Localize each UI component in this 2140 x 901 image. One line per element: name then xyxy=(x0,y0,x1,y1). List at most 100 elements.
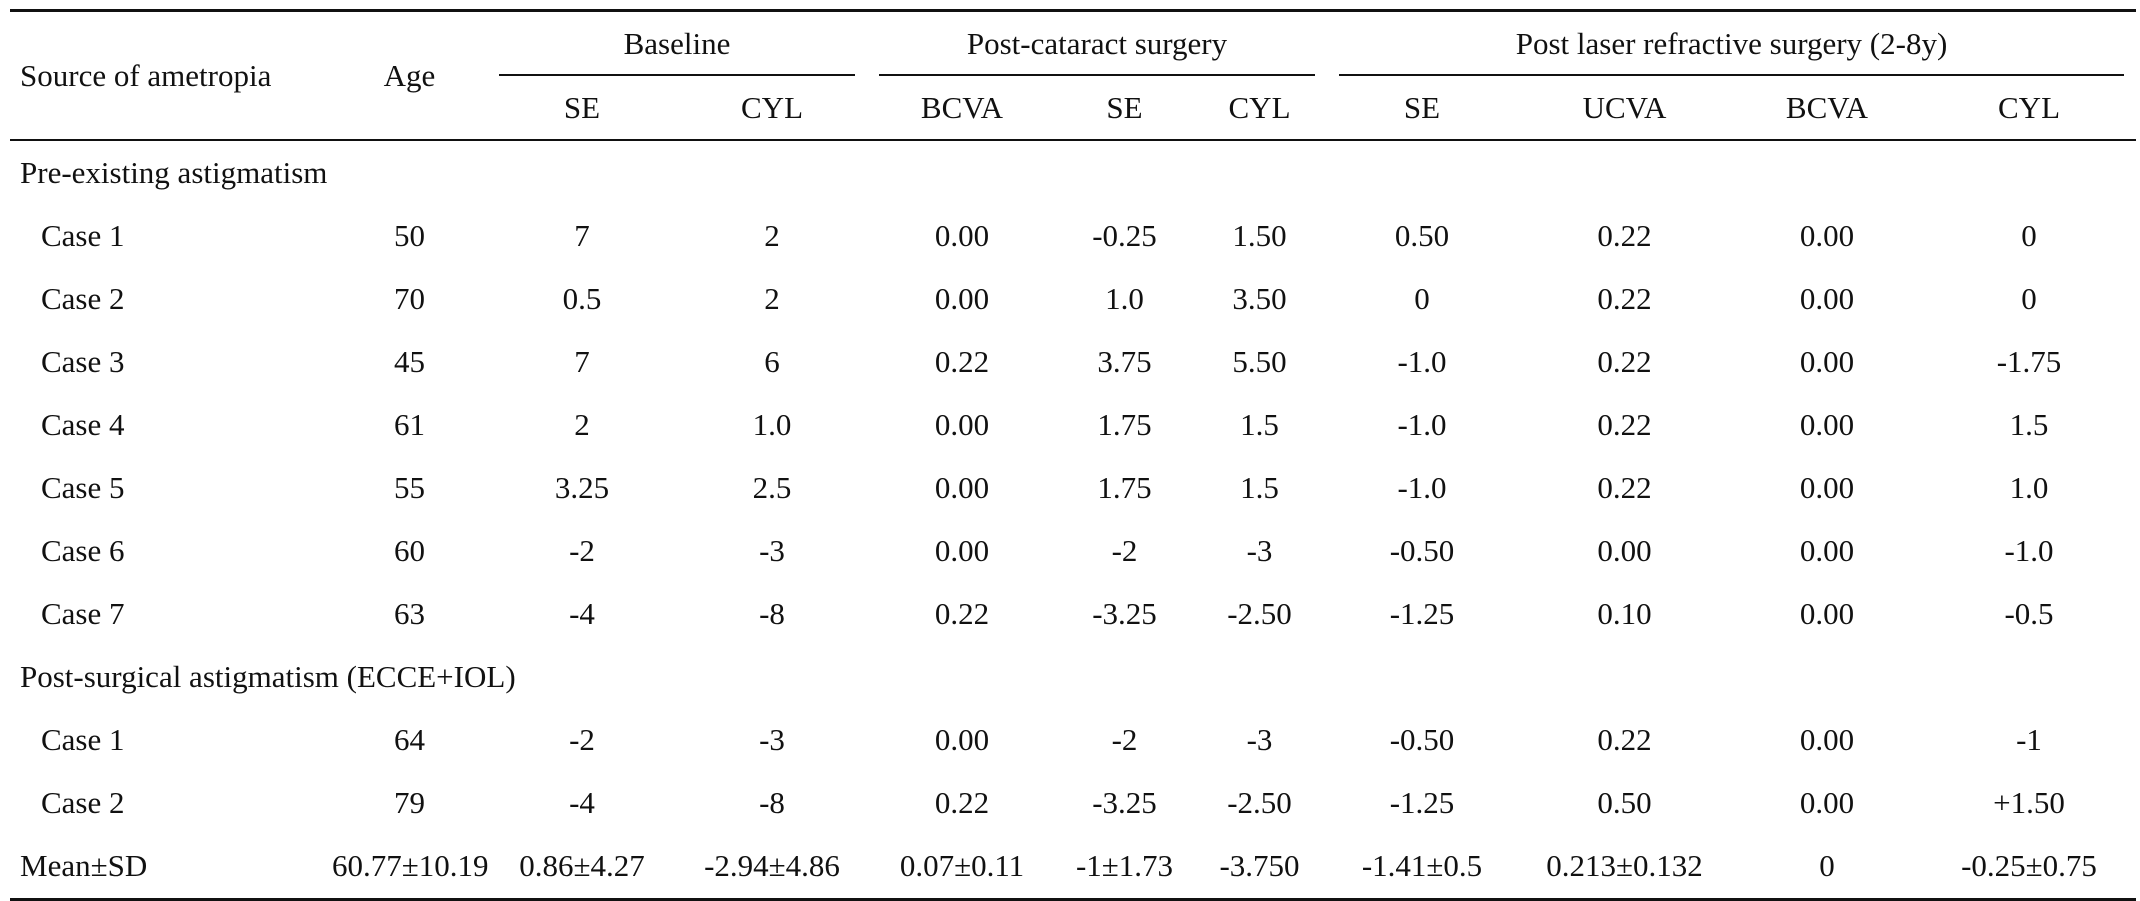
table-cell: 0.22 xyxy=(1597,721,1652,757)
summary-label: Mean±SD xyxy=(10,834,332,901)
header-laser-ucva: UCVA xyxy=(1517,76,1732,141)
row-label: Case 7 xyxy=(41,595,125,631)
row-label: Case 3 xyxy=(41,343,125,379)
table-cell: 0.00 xyxy=(1799,280,1855,316)
summary-cell: -3.750 xyxy=(1192,834,1327,901)
table-cell: 0.00 xyxy=(1597,532,1652,568)
header-group-label: Post-cataract surgery xyxy=(966,26,1228,61)
table-cell: -1.0 xyxy=(1397,469,1447,505)
table-cell: 0.22 xyxy=(934,595,990,631)
table-cell: -2.50 xyxy=(1227,784,1292,820)
summary-cell: 0 xyxy=(1732,834,1922,901)
table-cell: 0.22 xyxy=(1597,469,1652,505)
header-laser-bcva: BCVA xyxy=(1732,76,1922,141)
table-cell: 0.00 xyxy=(1799,721,1855,757)
table-cell: -0.50 xyxy=(1389,532,1455,568)
table-cell: 3.50 xyxy=(1232,280,1287,316)
table-row: Case 4 61 2 1.0 0.00 1.75 1.5 -1.0 0.22 0.00 1.5 xyxy=(10,393,2136,456)
table-cell: 1.0 xyxy=(1105,280,1144,316)
table-cell: 50 xyxy=(394,217,425,253)
table-body: Pre-existing astigmatism Case 1 50 7 2 0.00 -0… xyxy=(10,140,2136,901)
table-row: Case 1 64 -2 -3 0.00 -2 -3 -0.50 0.22 0.00 -1 xyxy=(10,708,2136,771)
table-cell: 79 xyxy=(394,784,425,820)
table-cell: -2 xyxy=(569,721,595,757)
table-cell: -4 xyxy=(569,784,595,820)
table-cell: -2.50 xyxy=(1227,595,1292,631)
table-cell: -1.0 xyxy=(2004,532,2054,568)
table-row: Case 5 55 3.25 2.5 0.00 1.75 1.5 -1.0 0.22 0.00 1.… xyxy=(10,456,2136,519)
row-label: Case 2 xyxy=(41,784,125,820)
table-cell: 45 xyxy=(394,343,425,379)
table-cell: 1.75 xyxy=(1097,406,1152,442)
table-cell: -1.0 xyxy=(1397,406,1447,442)
table-cell: 0.00 xyxy=(934,217,990,253)
table-cell: -3.25 xyxy=(1092,784,1157,820)
table-cell: 0.22 xyxy=(1597,406,1652,442)
table-cell: 0.00 xyxy=(1799,469,1855,505)
header-age: Age xyxy=(332,9,487,141)
table-cell: 0.22 xyxy=(1597,217,1652,253)
table-cell: 0.00 xyxy=(1799,406,1855,442)
table-cell: -2 xyxy=(1111,721,1138,757)
section-title: Pre-existing astigmatism xyxy=(20,154,328,190)
table-cell: 2.5 xyxy=(752,469,792,505)
header-group-baseline: Baseline xyxy=(487,9,867,76)
table-row: Case 6 60 -2 -3 0.00 -2 -3 -0.50 0.00 0.00 -1.0 xyxy=(10,519,2136,582)
table-cell: 0 xyxy=(2021,217,2037,253)
table-cell: 0.22 xyxy=(1597,343,1652,379)
header-source: Source of ametropia xyxy=(10,9,332,141)
section-title: Post-surgical astigmatism (ECCE+IOL) xyxy=(20,658,516,694)
table-cell: -3 xyxy=(1246,532,1273,568)
header-cataract-cyl: CYL xyxy=(1192,76,1327,141)
row-label: Case 6 xyxy=(41,532,125,568)
table-cell: 0.50 xyxy=(1394,217,1450,253)
table-cell: 1.5 xyxy=(1240,469,1279,505)
summary-cell: -1±1.73 xyxy=(1057,834,1192,901)
table-cell: -0.5 xyxy=(2004,595,2054,631)
header-group-post-cataract: Post-cataract surgery xyxy=(867,9,1327,76)
header-group-label: Post laser refractive surgery (2-8y) xyxy=(1515,26,1948,61)
table-row: Case 3 45 7 6 0.22 3.75 5.50 -1.0 0.22 0.00 -1.75 xyxy=(10,330,2136,393)
section-row: Post-surgical astigmatism (ECCE+IOL) xyxy=(10,645,2136,708)
table-cell: 55 xyxy=(394,469,425,505)
table-cell: 0.00 xyxy=(934,721,990,757)
table-cell: 1.0 xyxy=(752,406,792,442)
header-group-label: Baseline xyxy=(623,26,731,61)
table-cell: 0.00 xyxy=(1799,343,1855,379)
row-label: Case 1 xyxy=(41,217,125,253)
table-cell: -8 xyxy=(759,784,785,820)
table-cell: -1.75 xyxy=(1996,343,2062,379)
table-cell: -2 xyxy=(569,532,595,568)
row-label: Case 2 xyxy=(41,280,125,316)
table-cell: -1.0 xyxy=(1397,343,1447,379)
row-label: Case 4 xyxy=(41,406,125,442)
results-table: Source of ametropia Age Baseline Post-ca… xyxy=(10,9,2136,901)
table-cell: 7 xyxy=(574,343,590,379)
table-cell: 3.75 xyxy=(1097,343,1152,379)
table-cell: 7 xyxy=(574,217,590,253)
table-cell: 0.00 xyxy=(1799,784,1855,820)
header-baseline-se: SE xyxy=(487,76,677,141)
table-cell: 0.5 xyxy=(562,280,602,316)
table-cell: 6 xyxy=(764,343,780,379)
table-cell: 0.22 xyxy=(934,343,990,379)
table-cell: -3 xyxy=(759,532,785,568)
header-baseline-cyl: CYL xyxy=(677,76,867,141)
table-cell: 1.5 xyxy=(2009,406,2049,442)
table-cell: 1.50 xyxy=(1232,217,1287,253)
table-cell: 0.10 xyxy=(1597,595,1652,631)
table-cell: 2 xyxy=(764,280,780,316)
section-row: Pre-existing astigmatism xyxy=(10,140,2136,204)
summary-cell: -1.41±0.5 xyxy=(1327,834,1517,901)
table-cell: 0.50 xyxy=(1597,784,1652,820)
table-cell: 64 xyxy=(394,721,425,757)
table-cell: -2 xyxy=(1111,532,1138,568)
table-cell: -8 xyxy=(759,595,785,631)
table-cell: -3 xyxy=(759,721,785,757)
header-cataract-se: SE xyxy=(1057,76,1192,141)
row-label: Case 5 xyxy=(41,469,125,505)
summary-cell: 0.86±4.27 xyxy=(487,834,677,901)
table-row: Case 2 70 0.5 2 0.00 1.0 3.50 0 0.22 0.00 0 xyxy=(10,267,2136,330)
header-laser-se: SE xyxy=(1327,76,1517,141)
